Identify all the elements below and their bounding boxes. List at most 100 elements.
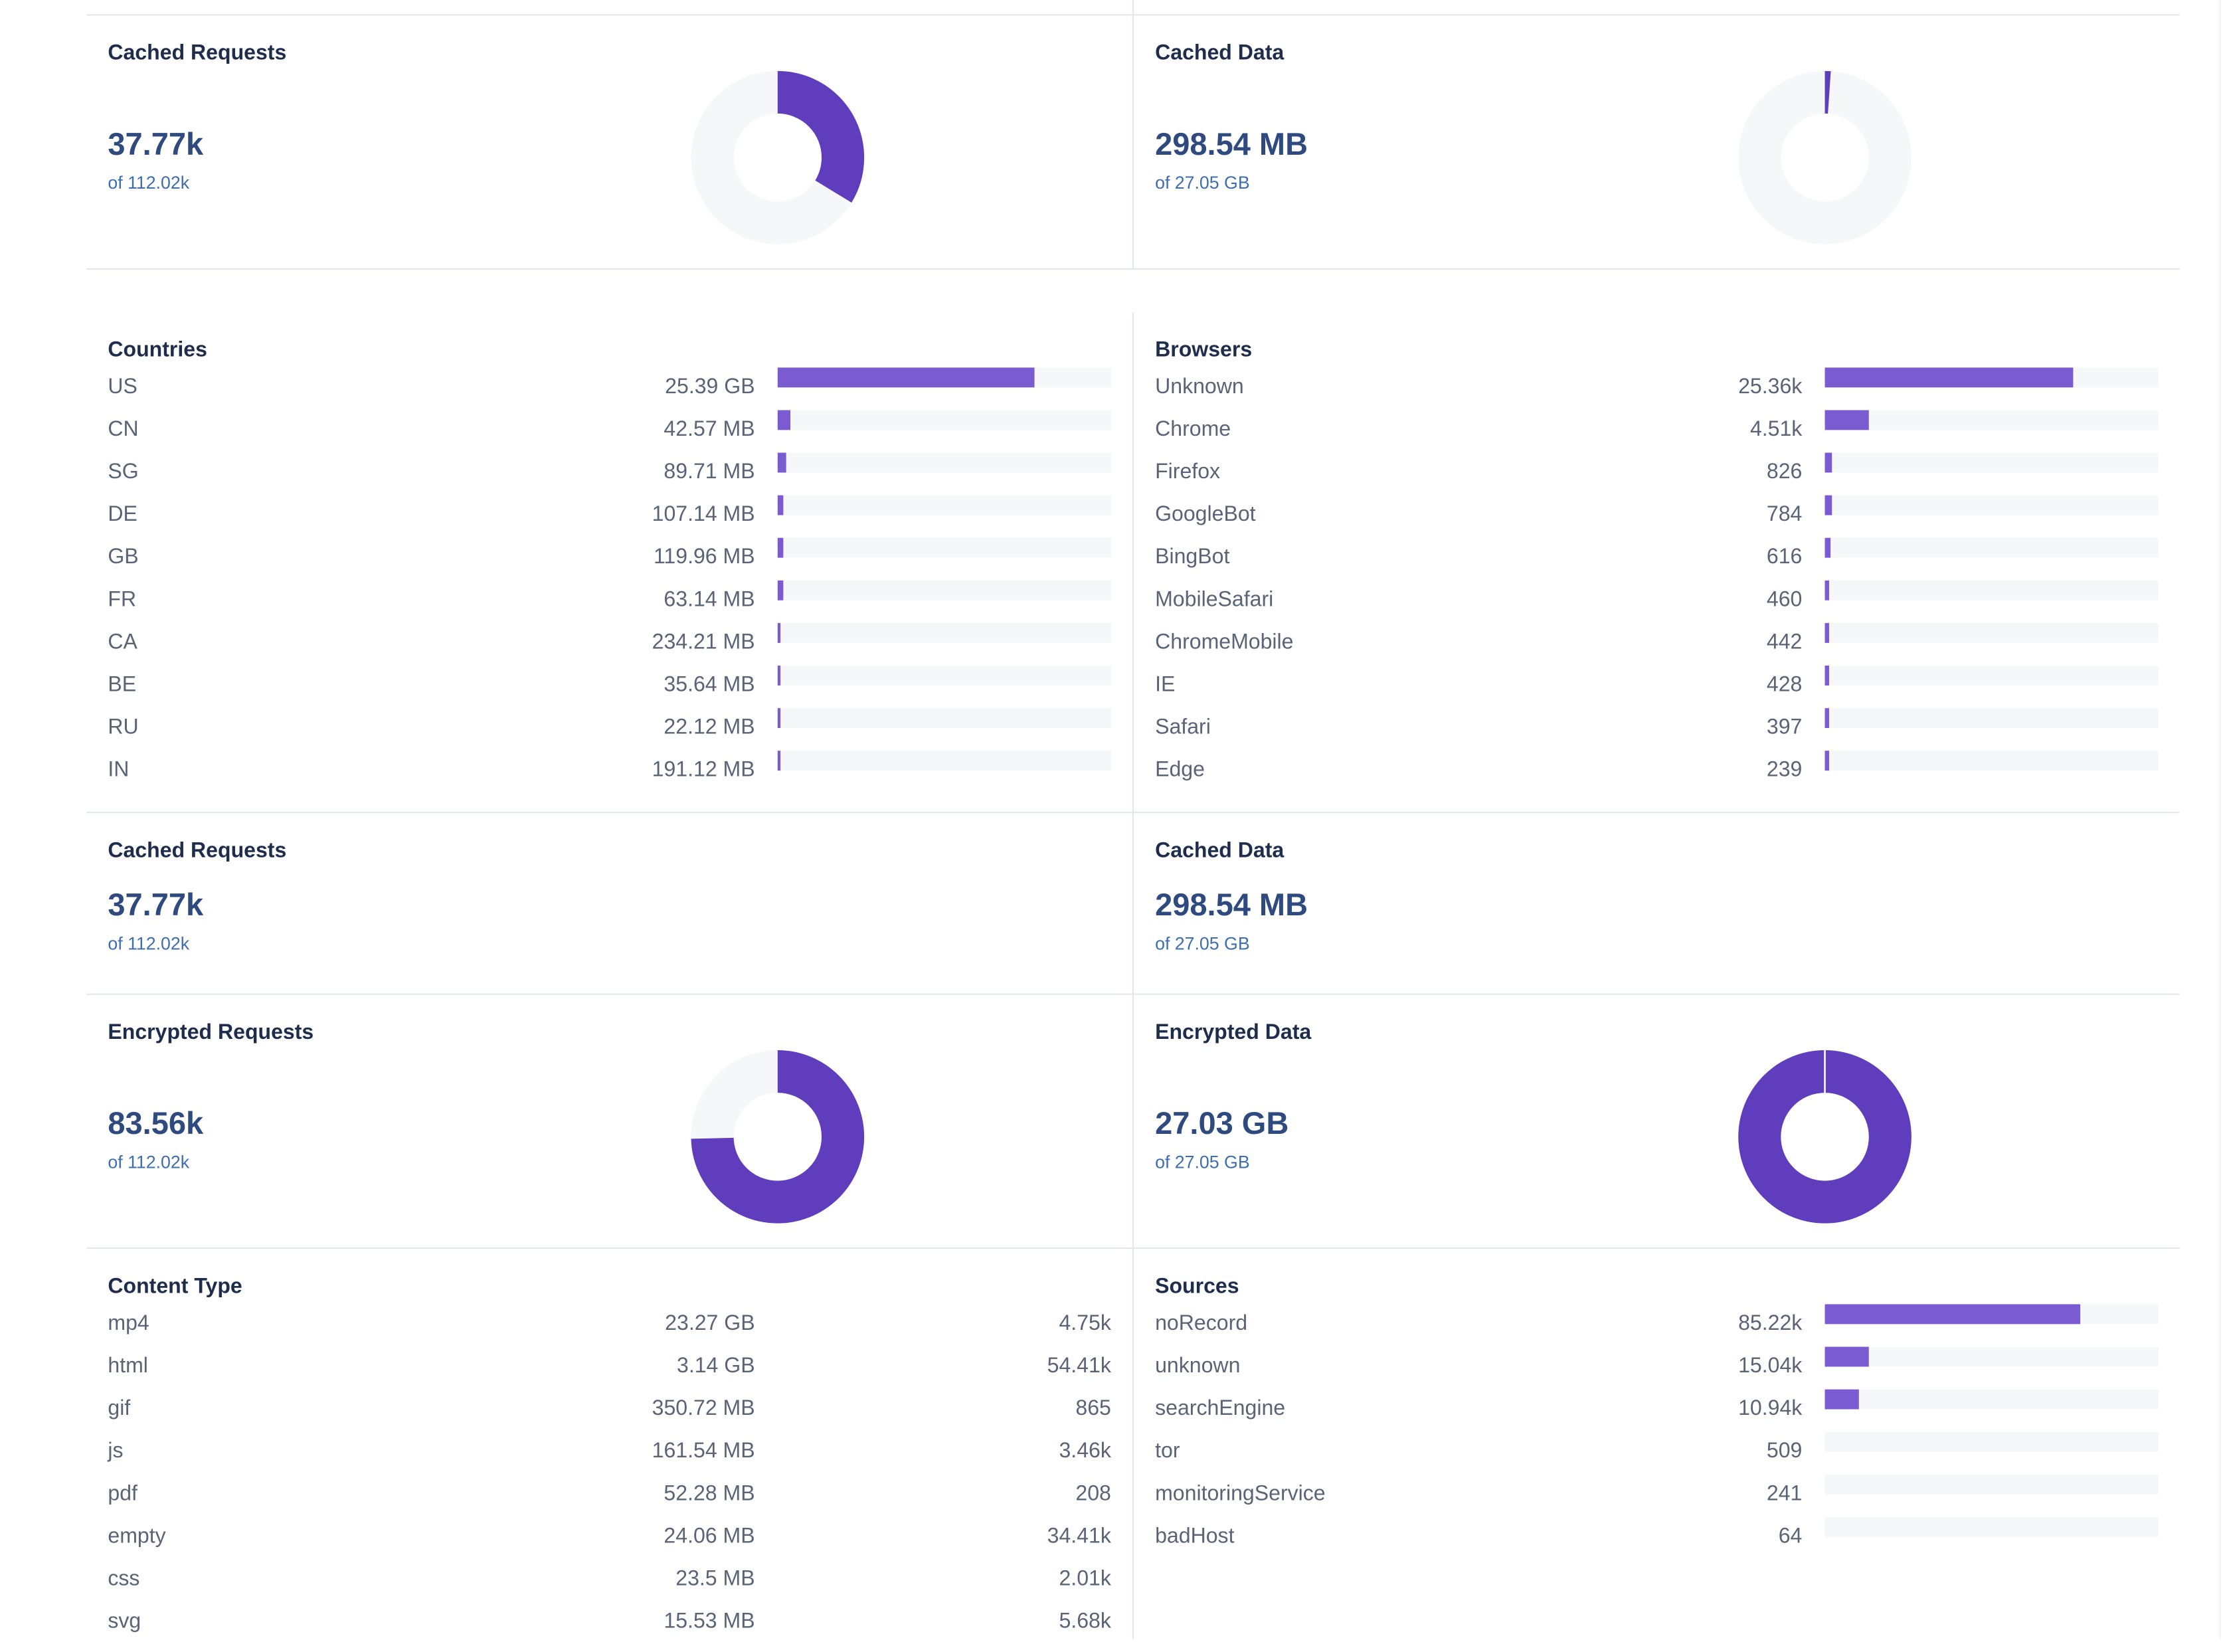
item-count: 34.41k (1047, 1524, 1111, 1548)
list-item: BingBot 616 (1155, 537, 2177, 587)
donut-segment (691, 1050, 865, 1224)
divider (1132, 312, 1134, 1639)
item-label: empty (108, 1524, 166, 1548)
stat-total: of 27.05 GB (1155, 1152, 1250, 1172)
list-item: noRecord 85.22k (1155, 1304, 2177, 1354)
bar-fill (777, 666, 781, 686)
list-item: MobileSafari 460 (1155, 580, 2177, 630)
item-label: pdf (108, 1481, 137, 1506)
encrypted-data-donut-chart (1738, 1050, 1912, 1224)
item-label: gif (108, 1396, 131, 1421)
bar-track (777, 537, 1111, 558)
item-label: GoogleBot (1155, 502, 1256, 527)
card-title: Encrypted Requests (108, 1020, 314, 1045)
stat-value: 37.77k (108, 887, 204, 923)
card-title: Cached Requests (108, 41, 287, 66)
divider (86, 268, 2180, 270)
item-label: RU (108, 715, 139, 740)
list-item: ChromeMobile 442 (1155, 622, 2177, 673)
item-value: 23.27 GB (665, 1311, 755, 1336)
item-value: 64 (1778, 1524, 1803, 1548)
bar-fill (1824, 666, 1829, 686)
list-item: DE 107.14 MB (108, 495, 1129, 545)
item-label: unknown (1155, 1354, 1241, 1378)
bar-track (777, 751, 1111, 771)
list-item: html 3.14 GB 54.41k (108, 1354, 1129, 1396)
item-count: 4.75k (1059, 1311, 1111, 1336)
list-item: CN 42.57 MB (108, 410, 1129, 460)
stat-value: 298.54 MB (1155, 887, 1308, 923)
bar-track (1824, 1431, 2159, 1452)
item-count: 208 (1075, 1481, 1111, 1506)
item-value: 3.14 GB (677, 1354, 755, 1378)
item-value: 460 (1766, 587, 1803, 612)
item-count: 865 (1075, 1396, 1111, 1421)
list-item: Edge 239 (1155, 751, 2177, 800)
list-item: css 23.5 MB 2.01k (108, 1567, 1129, 1609)
bar-track (1824, 537, 2159, 558)
item-value: 107.14 MB (652, 502, 755, 527)
item-label: SG (108, 460, 139, 484)
item-value: 826 (1766, 460, 1803, 484)
bar-fill (1824, 622, 1829, 643)
bar-track (1824, 1516, 2159, 1537)
list-item: badHost 64 (1155, 1516, 2177, 1567)
item-value: 85.22k (1738, 1311, 1803, 1336)
item-label: GB (108, 545, 139, 569)
list-item: SG 89.71 MB (108, 452, 1129, 502)
item-label: noRecord (1155, 1311, 1248, 1336)
item-count: 3.46k (1059, 1439, 1111, 1463)
list-item: GoogleBot 784 (1155, 495, 2177, 545)
list-item: monitoringService 241 (1155, 1474, 2177, 1524)
stat-value: 298.54 MB (1155, 126, 1308, 162)
stat-total: of 27.05 GB (1155, 173, 1250, 193)
bar-track (1824, 622, 2159, 643)
item-count: 54.41k (1047, 1354, 1111, 1378)
encrypted-requests-donut-chart (691, 1050, 865, 1224)
list-item: Unknown 25.36k (1155, 367, 2177, 417)
item-label: US (108, 375, 137, 399)
bar-fill (777, 708, 781, 729)
item-value: 22.12 MB (664, 715, 755, 740)
item-value: 23.5 MB (675, 1566, 755, 1592)
list-item: gif 350.72 MB 865 (108, 1396, 1129, 1439)
bar-track (1824, 452, 2159, 473)
item-label: FR (108, 587, 137, 612)
bar-fill (777, 410, 790, 430)
scrollbar-edge (2219, 0, 2221, 1639)
item-value: 241 (1766, 1481, 1803, 1506)
item-label: CA (108, 630, 137, 654)
bar-track (1824, 1304, 2159, 1325)
bar-track (777, 495, 1111, 515)
list-item: FR 63.14 MB (108, 580, 1129, 630)
list-item: js 161.54 MB 3.46k (108, 1439, 1129, 1481)
item-value: 239 (1766, 757, 1803, 782)
item-label: Unknown (1155, 375, 1244, 399)
item-label: css (108, 1566, 140, 1592)
stat-total: of 112.02k (108, 933, 190, 954)
item-value: 24.06 MB (664, 1524, 755, 1548)
item-label: tor (1155, 1439, 1180, 1463)
item-label: svg (108, 1609, 141, 1634)
bar-fill (1824, 708, 1829, 729)
item-count: 2.01k (1059, 1566, 1111, 1592)
bar-track (1824, 751, 2159, 771)
item-value: 4.51k (1749, 417, 1803, 442)
card-title: Cached Requests (108, 838, 287, 863)
bar-track (777, 622, 1111, 643)
item-label: Edge (1155, 757, 1205, 782)
item-label: DE (108, 502, 137, 527)
list-item: Safari 397 (1155, 708, 2177, 758)
bar-fill (777, 622, 781, 643)
item-value: 509 (1766, 1439, 1803, 1463)
bar-track (1824, 1474, 2159, 1495)
stat-total: of 112.02k (108, 1152, 190, 1172)
cached-data-donut-chart (1738, 70, 1912, 244)
bar-fill (777, 751, 781, 771)
item-label: Chrome (1155, 417, 1231, 442)
item-value: 428 (1766, 672, 1803, 697)
bar-fill (1824, 452, 1832, 473)
item-value: 616 (1766, 545, 1803, 569)
item-value: 161.54 MB (652, 1439, 755, 1463)
bar-fill (777, 452, 786, 473)
